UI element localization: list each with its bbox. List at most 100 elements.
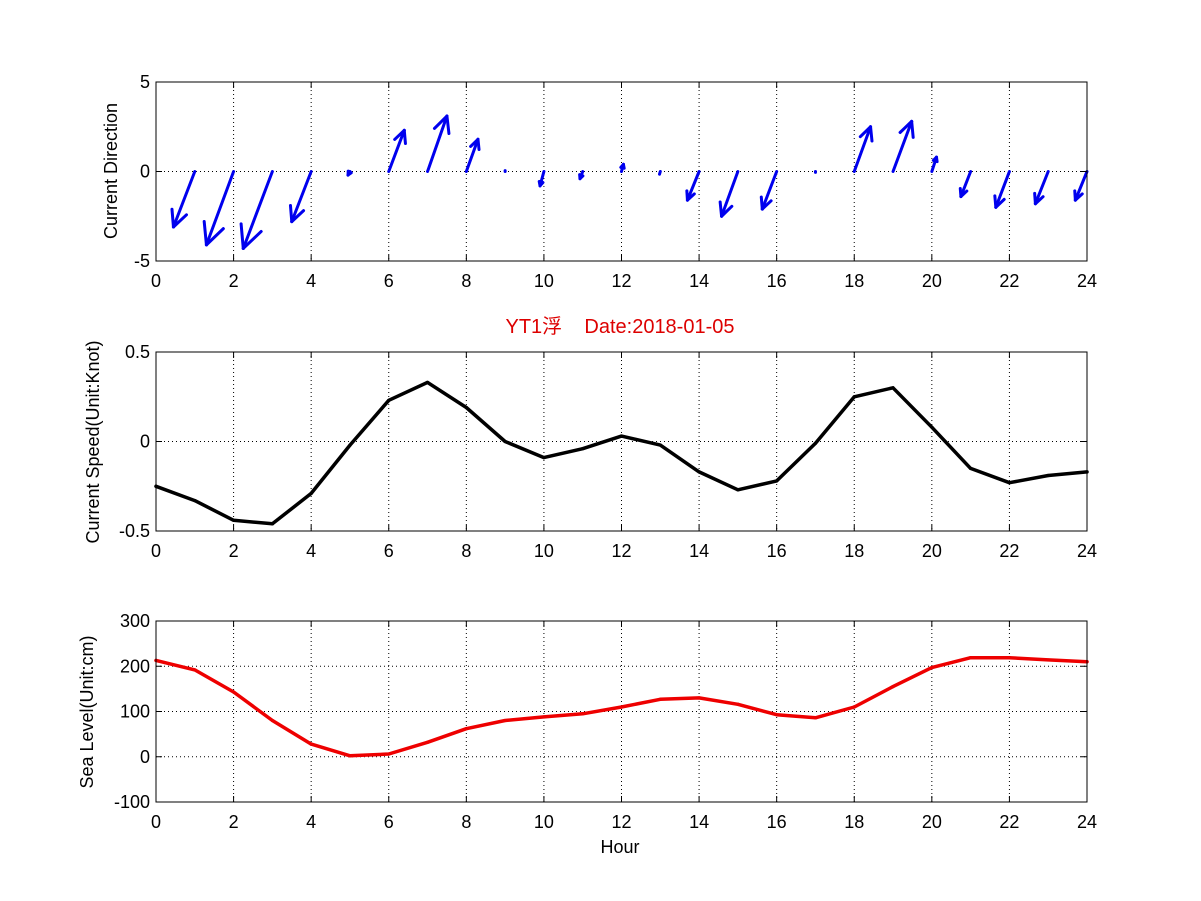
current-direction-vector-shaft [241,170,274,250]
current-direction-vector-head [346,171,353,177]
current-speed-point [969,466,973,470]
current-direction-vector-head [239,222,245,250]
current-direction-vector-head [685,192,696,202]
current-speed-xtick-label: 16 [767,541,787,561]
current-direction-vector [288,170,313,224]
sea-level-point [231,690,236,694]
current-direction-vector-head [204,227,225,247]
current-direction-xtick-label: 12 [611,271,631,291]
current-direction-vector-shaft [387,128,406,173]
sea-level-point [348,754,352,758]
current-speed-point [231,518,236,522]
current-direction-vector-head [858,125,873,139]
current-speed-xtick-label: 2 [229,541,239,561]
current-speed-point [697,470,701,474]
current-direction-xtick-label: 0 [151,271,161,291]
current-speed-point [852,395,856,399]
current-direction-vector-shaft [464,137,480,173]
current-speed-xtick-label: 4 [306,541,316,561]
current-speed-ytick-label: -0.5 [119,521,150,541]
current-speed-point [503,439,507,444]
sea-level-point [891,685,895,689]
current-direction-xtick-label: 22 [999,271,1019,291]
current-direction-vector-shaft [760,170,779,211]
current-speed-point [736,488,740,492]
current-speed-point [1046,473,1050,478]
current-direction-vector-head [994,197,1006,209]
sea-level-xtick-label: 22 [999,812,1019,832]
sea-level-ytick-label: 300 [120,611,150,631]
current-speed-xtick-label: 18 [844,541,864,561]
current-direction-vector-head [720,204,734,218]
current-direction-xtick-label: 18 [844,271,864,291]
current-direction-vector-head [170,207,175,229]
sea-level-point [619,705,624,709]
sea-level-xtick-label: 20 [922,812,942,832]
sea-level-xtick-label: 2 [229,812,239,832]
sea-level-point [387,752,391,756]
current-direction-vector [202,170,236,247]
current-direction-vector [658,170,662,176]
current-speed-point [542,456,546,460]
current-direction-vector-shaft [720,170,740,218]
current-speed-series [154,380,1089,526]
current-direction-vector-head [1073,192,1084,202]
sea-level-point [425,740,430,744]
current-direction-xtick-label: 14 [689,271,709,291]
current-speed-xtick-label: 12 [611,541,631,561]
current-speed-point [387,398,391,402]
sea-level-point [193,668,197,672]
sea-level-ytick-label: 0 [140,747,150,767]
current-direction-vector-head [959,189,969,199]
current-speed-panel: YT1浮 Date:2018-01-05 0 2 4 6 8 10 12 14 16 18 20 22… [83,315,1097,561]
current-direction-ytick-label: 0 [140,162,150,182]
current-direction-vector-head [241,229,263,250]
current-direction-vector-head [402,128,407,145]
sea-level-ytick-label: 100 [120,702,150,722]
current-direction-vector-shaft [891,119,914,173]
current-speed-xtick-label: 10 [534,541,554,561]
current-direction-vector-head [288,204,294,224]
sea-level-point [775,713,779,717]
current-direction-vector-head [718,200,724,218]
current-direction-vector [1073,170,1089,202]
current-direction-ytick-label: -5 [134,251,150,271]
sea-level-ylabel: Sea Level(Unit:cm) [77,635,97,788]
current-direction-xtick-label: 16 [767,271,787,291]
current-direction-vector [346,169,353,177]
current-direction-vector-head [393,128,406,141]
current-direction-vector [958,170,973,199]
current-speed-ylabel: Current Speed(Unit:Knot) [83,340,103,543]
current-direction-vector-shaft [959,170,973,199]
current-speed-point [464,405,468,410]
current-speed-point [193,498,197,503]
current-speed-point [309,491,313,496]
current-direction-vector-shaft [204,170,236,247]
sea-level-xtick-label: 0 [151,812,161,832]
current-direction-axes: 0 2 4 6 8 10 12 14 16 18 20 22 24-505 [134,72,1097,291]
current-direction-vector-shaft [290,170,313,224]
current-speed-xtick-label: 14 [689,541,709,561]
current-direction-vector [464,137,481,173]
sea-level-xtick-label: 4 [306,812,316,832]
current-direction-xtick-label: 24 [1077,271,1097,291]
sea-level-point [1046,658,1050,662]
current-direction-vector-shaft [994,170,1011,209]
current-direction-vector-head [202,220,208,247]
current-direction-vector-head [538,180,545,188]
current-direction-panel: 0 2 4 6 8 10 12 14 16 18 20 22 24-505 Current Direct… [101,72,1097,291]
current-speed-point [619,434,624,438]
current-direction-vector-head [469,137,480,148]
sea-level-point [697,696,701,700]
sea-level-point [503,718,507,723]
sea-level-frame [155,620,1088,803]
sea-level-xtick-label: 10 [534,812,554,832]
current-direction-vector [718,170,740,218]
current-speed-point [658,443,662,447]
sea-level-xtick-label: 6 [384,812,394,832]
current-speed-frame [155,351,1088,532]
current-direction-vector-head [445,114,451,136]
